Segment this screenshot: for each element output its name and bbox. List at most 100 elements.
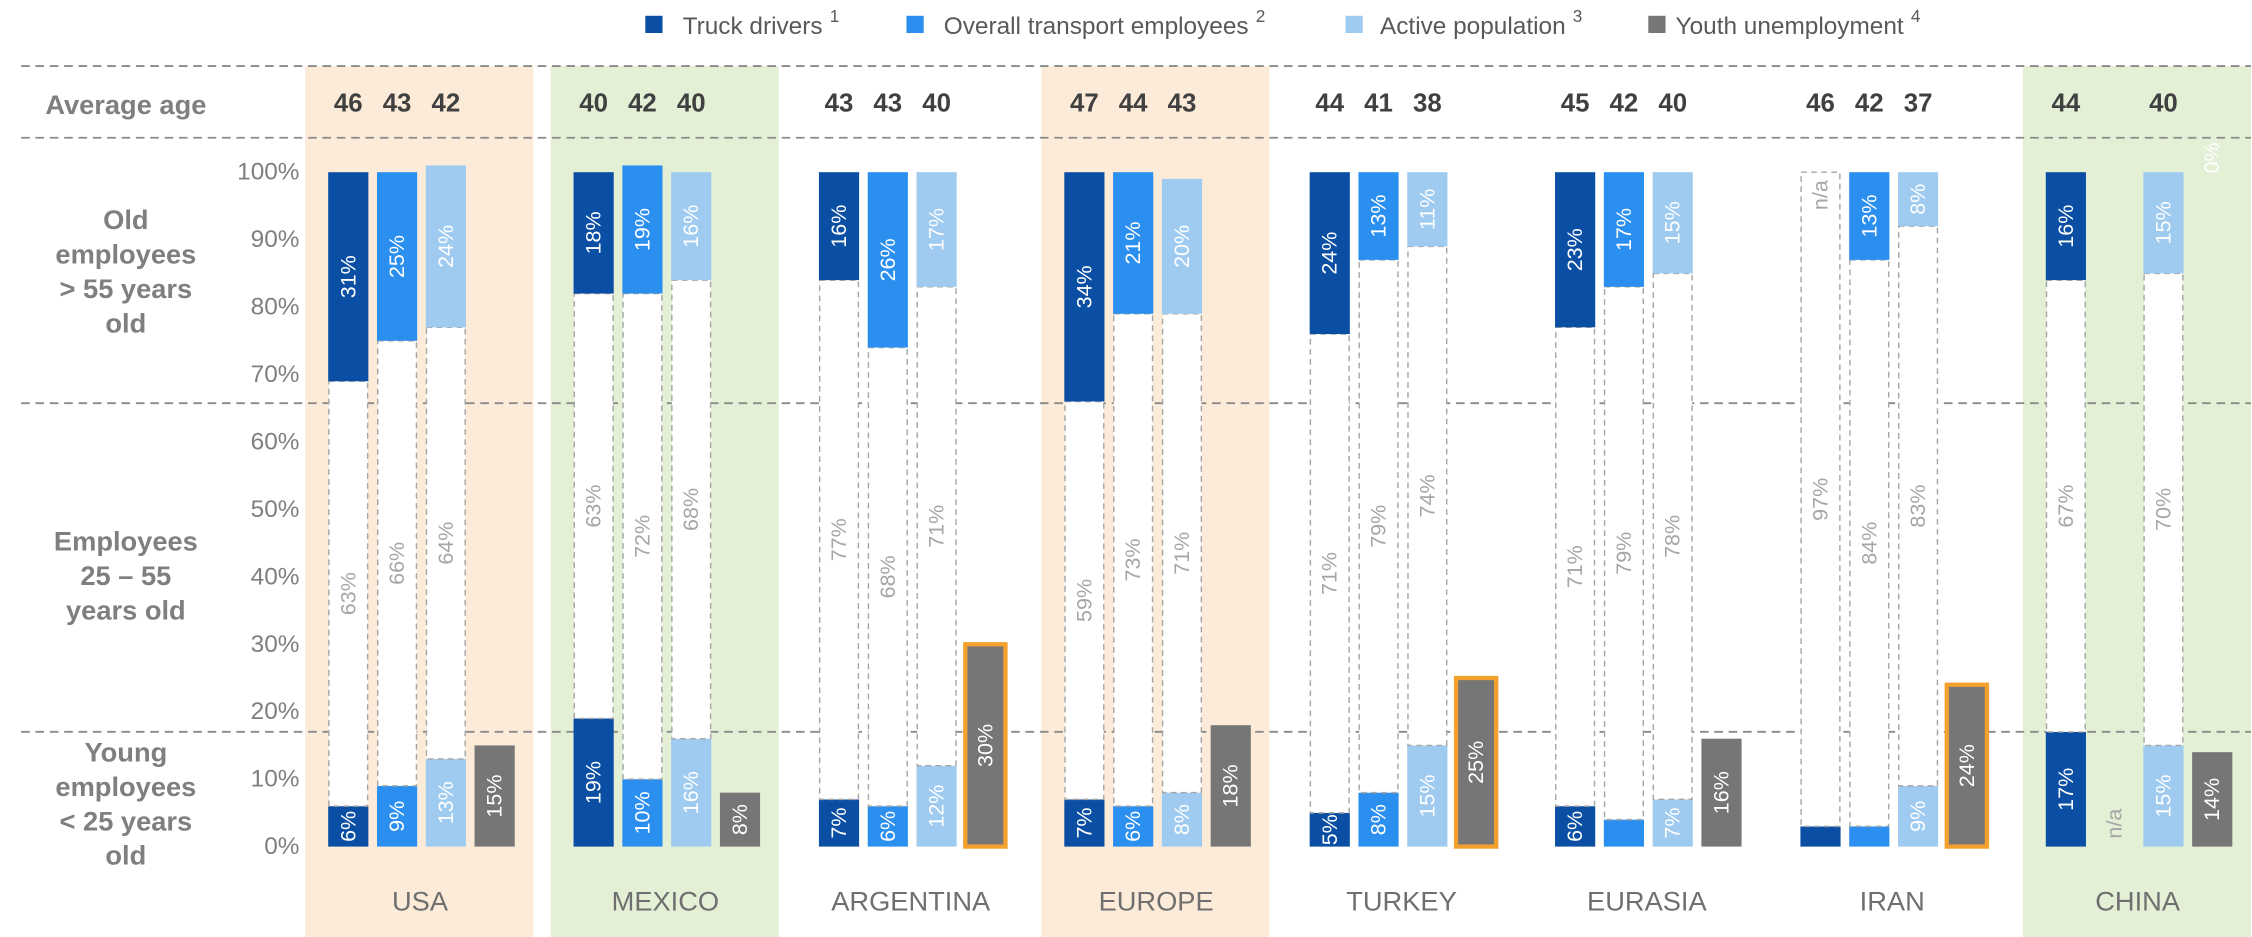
bar-young xyxy=(1358,792,1399,847)
bar-young xyxy=(1652,799,1693,847)
bar-old xyxy=(2045,172,2086,281)
x-tick-label: TURKEY xyxy=(1346,886,1457,917)
bar-young xyxy=(818,799,860,847)
legend-label: Active population 3 xyxy=(1380,6,1582,40)
legend-label: Truck drivers 1 xyxy=(683,6,840,40)
value-label: 13% xyxy=(1857,194,1881,237)
value-label: 16% xyxy=(679,771,703,814)
average-age: 40 xyxy=(1658,89,1687,117)
row-label: employees xyxy=(55,771,196,802)
legend-label: Youth unemployment 4 xyxy=(1676,6,1921,40)
average-age: 45 xyxy=(1561,89,1590,117)
value-label: 9% xyxy=(1906,801,1930,832)
value-label: 26% xyxy=(876,238,900,281)
value-label: 23% xyxy=(1563,228,1587,271)
bar-old xyxy=(1161,178,1203,314)
value-label: 34% xyxy=(1072,265,1096,308)
value-label: 16% xyxy=(679,205,703,248)
value-label: 7% xyxy=(827,807,851,838)
value-label: 6% xyxy=(1121,811,1145,842)
value-label: 66% xyxy=(385,542,409,585)
bar xyxy=(1210,725,1251,847)
row-label: Employees xyxy=(54,525,198,556)
bar xyxy=(719,792,761,847)
value-label: 68% xyxy=(876,555,900,598)
value-label: 16% xyxy=(2054,205,2078,248)
bar-old xyxy=(573,172,614,294)
bar-middle xyxy=(1113,313,1154,807)
bar-old xyxy=(425,165,466,328)
value-label: 5% xyxy=(1318,814,1342,845)
bar-young xyxy=(328,806,369,847)
y-tick-label: 40% xyxy=(251,563,300,590)
value-label: 24% xyxy=(1955,744,1979,787)
y-tick-label: 50% xyxy=(251,496,300,523)
bar-middle xyxy=(1800,171,1841,828)
legend-label: Overall transport employees 2 xyxy=(944,6,1266,40)
value-label: 8% xyxy=(728,804,752,835)
value-label: 63% xyxy=(336,572,360,615)
y-tick-label: 100% xyxy=(237,159,299,186)
value-label: 79% xyxy=(1612,532,1636,575)
legend-swatch xyxy=(1648,15,1666,34)
value-label: 21% xyxy=(1121,221,1145,264)
bar-young xyxy=(2045,731,2086,847)
row-label: old xyxy=(105,840,146,871)
value-label: 19% xyxy=(582,761,606,804)
bar-old xyxy=(1849,172,1890,260)
value-label: 78% xyxy=(1661,515,1685,558)
value-label: 12% xyxy=(925,785,949,828)
bar-old xyxy=(1309,172,1350,335)
value-label: 84% xyxy=(1857,522,1881,565)
average-age: 44 xyxy=(2052,89,2081,117)
average-age: 37 xyxy=(1904,89,1933,117)
bar-old xyxy=(1113,172,1154,314)
value-label: 73% xyxy=(1121,538,1145,581)
bar-young xyxy=(1309,812,1350,847)
average-age: 44 xyxy=(1119,89,1148,117)
value-label: 20% xyxy=(1170,225,1194,268)
value-label: 10% xyxy=(630,791,654,834)
value-label: 71% xyxy=(1318,552,1342,595)
bar-middle xyxy=(1652,272,1693,801)
value-label: 79% xyxy=(1367,505,1391,548)
x-tick-label: IRAN xyxy=(1860,886,1925,917)
bar-young xyxy=(2143,745,2184,847)
bar-old xyxy=(622,165,663,294)
bar-young xyxy=(1407,745,1448,847)
value-label: 83% xyxy=(1906,484,1930,527)
bar-young xyxy=(1603,819,1645,847)
bar-middle xyxy=(1309,333,1350,814)
bar-old xyxy=(1555,172,1596,328)
value-label: 71% xyxy=(925,505,949,548)
bar-middle xyxy=(1358,259,1399,794)
value-label: 74% xyxy=(1415,474,1439,517)
value-label: 15% xyxy=(1661,201,1685,244)
value-label: 6% xyxy=(1563,811,1587,842)
legend-note: 4 xyxy=(1911,6,1921,26)
x-tick-label: MEXICO xyxy=(612,886,720,917)
y-tick-label: 20% xyxy=(251,698,300,725)
value-label: 15% xyxy=(483,774,507,817)
bar-middle xyxy=(1161,313,1203,794)
bar-middle xyxy=(671,279,712,740)
x-tick-label: USA xyxy=(392,886,449,917)
legend-swatch xyxy=(645,15,663,34)
row-label: > 55 years xyxy=(60,273,193,304)
average-age: 42 xyxy=(1610,89,1639,117)
value-label: 72% xyxy=(630,515,654,558)
x-tick-label: EURASIA xyxy=(1587,886,1707,917)
bar-middle xyxy=(1555,326,1596,807)
bar xyxy=(1944,682,1990,849)
value-label: 64% xyxy=(434,522,458,565)
value-label: 77% xyxy=(827,518,851,561)
bar-middle xyxy=(867,346,908,807)
value-label: 7% xyxy=(1072,807,1096,838)
bar-middle xyxy=(1897,225,1939,787)
value-label: n/a xyxy=(2103,809,2127,839)
y-tick-label: 90% xyxy=(251,226,300,253)
bar-middle xyxy=(2045,279,2086,733)
value-label: 19% xyxy=(630,208,654,251)
value-label: 15% xyxy=(2151,774,2175,817)
